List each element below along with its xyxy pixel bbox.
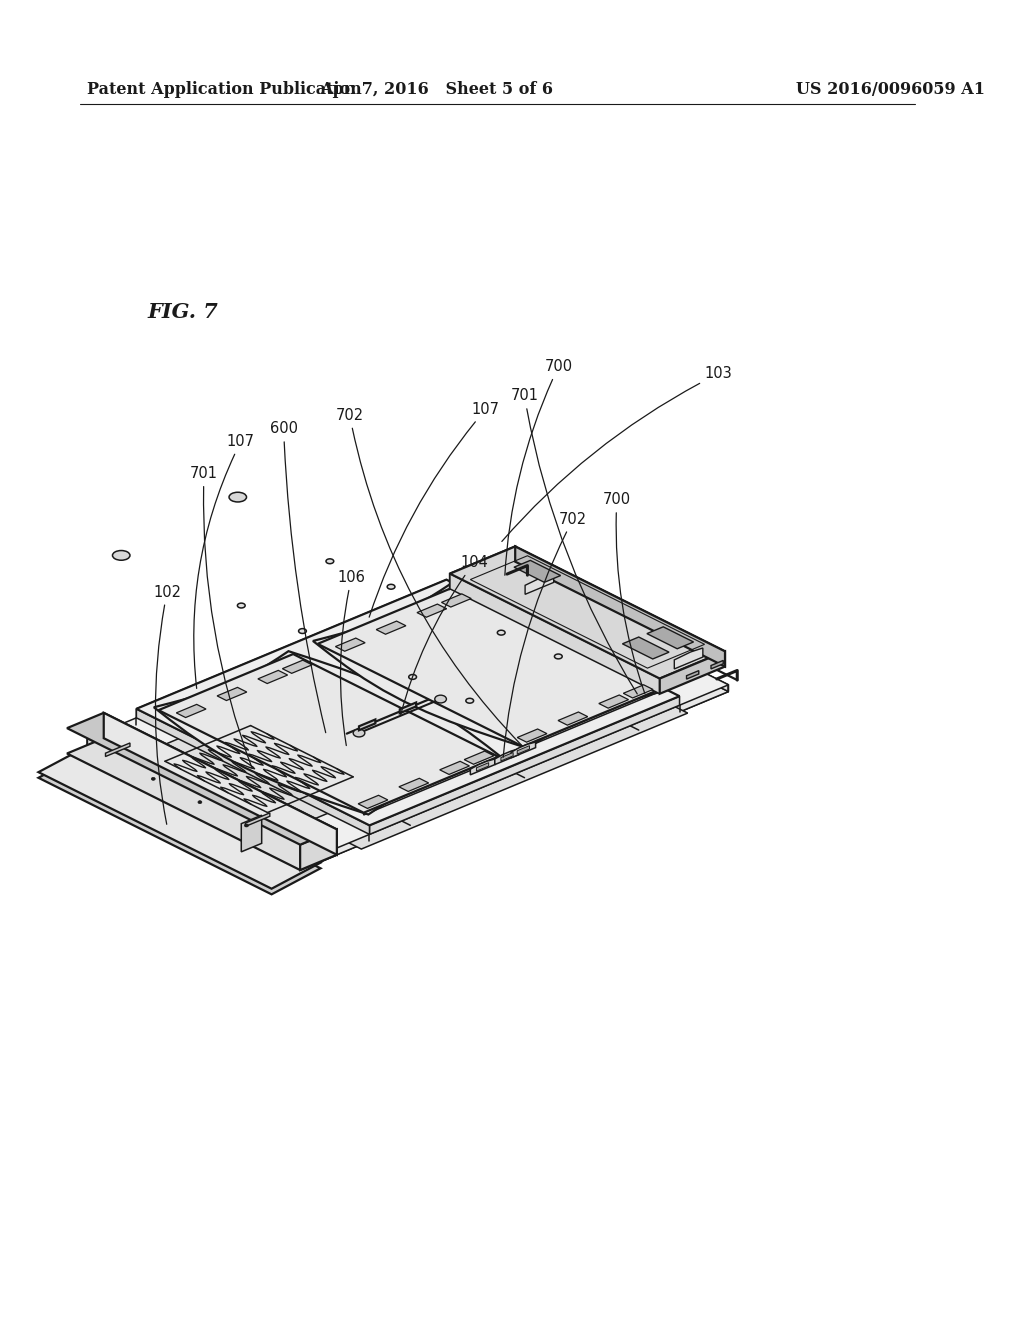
Polygon shape bbox=[246, 813, 270, 826]
Text: Apr. 7, 2016   Sheet 5 of 6: Apr. 7, 2016 Sheet 5 of 6 bbox=[321, 82, 554, 98]
Polygon shape bbox=[105, 743, 130, 756]
Polygon shape bbox=[87, 576, 728, 862]
Ellipse shape bbox=[554, 653, 562, 659]
Polygon shape bbox=[87, 738, 321, 862]
Polygon shape bbox=[300, 829, 337, 870]
Text: 106: 106 bbox=[338, 570, 366, 746]
Polygon shape bbox=[279, 664, 728, 855]
Polygon shape bbox=[39, 752, 321, 895]
Ellipse shape bbox=[387, 585, 395, 589]
Ellipse shape bbox=[435, 696, 446, 704]
Polygon shape bbox=[129, 589, 686, 834]
Text: 104: 104 bbox=[400, 556, 488, 715]
Polygon shape bbox=[154, 651, 503, 814]
Ellipse shape bbox=[353, 729, 365, 737]
Polygon shape bbox=[176, 705, 206, 718]
Ellipse shape bbox=[245, 824, 249, 826]
Polygon shape bbox=[283, 660, 312, 673]
Polygon shape bbox=[417, 605, 446, 618]
Text: 700: 700 bbox=[505, 359, 572, 576]
Polygon shape bbox=[523, 689, 662, 748]
Text: 102: 102 bbox=[153, 585, 181, 824]
Text: 107: 107 bbox=[370, 401, 500, 618]
Polygon shape bbox=[517, 729, 547, 742]
Text: 702: 702 bbox=[503, 512, 587, 758]
Polygon shape bbox=[599, 696, 629, 708]
Polygon shape bbox=[686, 671, 698, 678]
Polygon shape bbox=[647, 627, 693, 648]
Text: Patent Application Publication: Patent Application Publication bbox=[87, 82, 362, 98]
Polygon shape bbox=[103, 713, 337, 855]
Polygon shape bbox=[242, 816, 262, 851]
Text: 103: 103 bbox=[502, 366, 732, 541]
Text: 600: 600 bbox=[269, 421, 326, 733]
Polygon shape bbox=[376, 622, 406, 634]
Polygon shape bbox=[136, 709, 370, 834]
Polygon shape bbox=[495, 748, 519, 764]
Polygon shape bbox=[450, 546, 725, 678]
Polygon shape bbox=[399, 702, 416, 713]
Polygon shape bbox=[217, 688, 247, 701]
Ellipse shape bbox=[466, 698, 474, 704]
Polygon shape bbox=[450, 574, 659, 694]
Polygon shape bbox=[623, 638, 669, 659]
Polygon shape bbox=[496, 568, 728, 692]
Text: 701: 701 bbox=[511, 388, 637, 694]
Ellipse shape bbox=[409, 675, 417, 680]
Polygon shape bbox=[317, 586, 662, 746]
Text: US 2016/0096059 A1: US 2016/0096059 A1 bbox=[797, 82, 985, 98]
Polygon shape bbox=[364, 756, 499, 814]
Ellipse shape bbox=[299, 628, 306, 634]
Polygon shape bbox=[336, 638, 366, 651]
Polygon shape bbox=[128, 597, 688, 849]
Polygon shape bbox=[624, 685, 653, 698]
Polygon shape bbox=[514, 561, 561, 582]
Polygon shape bbox=[67, 738, 337, 870]
Polygon shape bbox=[136, 579, 446, 718]
Polygon shape bbox=[659, 651, 725, 694]
Polygon shape bbox=[67, 713, 337, 845]
Polygon shape bbox=[258, 671, 288, 684]
Polygon shape bbox=[87, 568, 538, 759]
Polygon shape bbox=[558, 711, 588, 725]
Polygon shape bbox=[358, 795, 388, 808]
Ellipse shape bbox=[198, 801, 202, 804]
Text: FIG. 7: FIG. 7 bbox=[147, 302, 218, 322]
Text: 107: 107 bbox=[194, 434, 255, 689]
Text: 702: 702 bbox=[336, 408, 521, 744]
Polygon shape bbox=[511, 742, 536, 758]
Polygon shape bbox=[464, 751, 494, 764]
Polygon shape bbox=[525, 573, 554, 594]
Ellipse shape bbox=[326, 558, 334, 564]
Polygon shape bbox=[674, 648, 702, 669]
Ellipse shape bbox=[238, 603, 245, 609]
Polygon shape bbox=[476, 763, 488, 771]
Polygon shape bbox=[370, 696, 680, 834]
Text: 700: 700 bbox=[603, 492, 645, 693]
Text: 701: 701 bbox=[190, 466, 252, 768]
Polygon shape bbox=[359, 719, 376, 730]
Polygon shape bbox=[279, 671, 728, 862]
Polygon shape bbox=[441, 594, 471, 607]
Polygon shape bbox=[136, 579, 680, 825]
Polygon shape bbox=[470, 759, 495, 775]
Ellipse shape bbox=[113, 550, 130, 560]
Polygon shape bbox=[515, 546, 725, 667]
Polygon shape bbox=[87, 576, 538, 766]
Ellipse shape bbox=[498, 630, 505, 635]
Polygon shape bbox=[439, 762, 469, 775]
Ellipse shape bbox=[152, 777, 156, 780]
Polygon shape bbox=[399, 779, 429, 792]
Polygon shape bbox=[450, 546, 515, 589]
Polygon shape bbox=[159, 655, 499, 813]
Polygon shape bbox=[501, 752, 513, 760]
Polygon shape bbox=[39, 746, 321, 888]
Polygon shape bbox=[711, 660, 723, 669]
Ellipse shape bbox=[229, 492, 247, 502]
Polygon shape bbox=[313, 583, 667, 748]
Polygon shape bbox=[517, 746, 529, 754]
